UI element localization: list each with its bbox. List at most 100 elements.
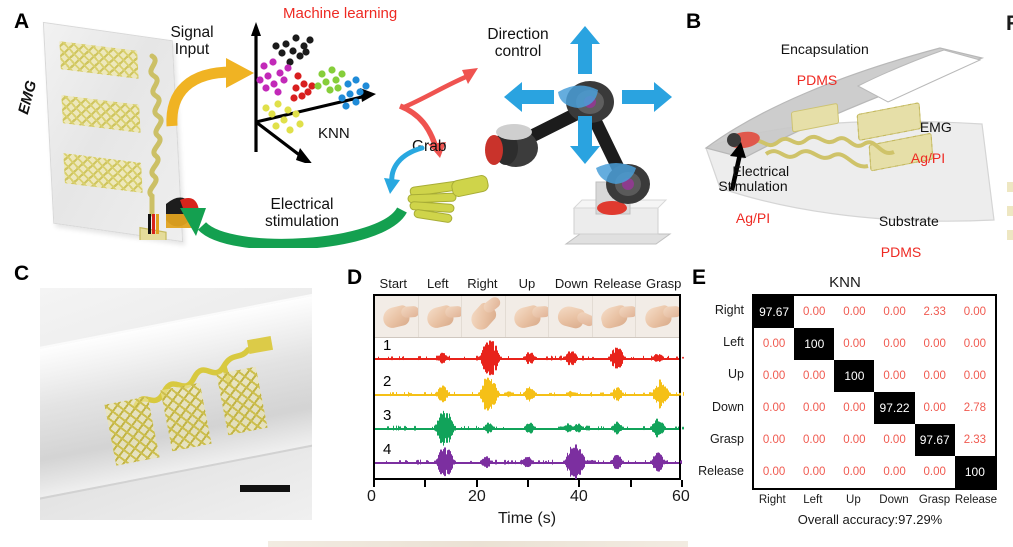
confusion-cell-2-0: 0.00 [754, 360, 794, 392]
emg-trace-channel-3: 3 [375, 410, 679, 446]
confusion-cell-2-1: 0.00 [794, 360, 834, 392]
emg-burst-0 [448, 393, 450, 396]
cluster-yellow [262, 100, 303, 133]
x-tick-40 [578, 480, 580, 487]
confusion-cell-3-5: 2.78 [955, 392, 995, 424]
hand-photo-up [506, 296, 550, 337]
confusion-cell-3-4: 0.00 [915, 392, 955, 424]
encapsulation-material: PDMS [749, 73, 885, 89]
col-label-grasp: Grasp [914, 494, 955, 512]
direction-arrows [500, 24, 680, 174]
col-label-down: Down [874, 494, 915, 512]
x-tick-label-20: 20 [468, 488, 486, 506]
confusion-matrix-row: 0.00 100 0.00 0.00 0.00 0.00 [754, 328, 995, 360]
emg-material-label: EMG Ag/PI [894, 104, 962, 198]
confusion-cell-3-0: 0.00 [754, 392, 794, 424]
emg-burst-4 [624, 357, 626, 360]
gesture-label-left: Left [416, 276, 461, 292]
stimulation-text: Electrical Stimulation [718, 163, 789, 195]
hand-photo-start [375, 296, 419, 337]
scale-bar [240, 485, 290, 492]
channel-number-2: 2 [383, 373, 391, 390]
emg-burst-0 [447, 357, 449, 360]
emg-burst-5 [663, 357, 665, 360]
hand-photo-grasp [636, 296, 679, 337]
emg-material: Ag/PI [894, 151, 962, 167]
confusion-cell-4-2: 0.00 [834, 424, 874, 456]
stimulation-material-label: Electrical Stimulation Ag/PI [698, 148, 808, 258]
gesture-label-down: Down [549, 276, 594, 292]
hand-photo-release [593, 296, 637, 337]
row-label-release: Release [698, 464, 744, 478]
cluster-magenta [256, 58, 291, 95]
confusion-cell-5-3: 0.00 [874, 456, 914, 488]
x-axis-title: Time (s) [373, 510, 681, 528]
confusion-matrix-row: 0.00 0.00 0.00 0.00 0.00 100 [754, 456, 995, 488]
emg-noise [683, 392, 684, 396]
confusion-cell-0-4: 2.33 [915, 296, 955, 328]
panel-a-letter: A [14, 10, 29, 34]
emg-burst-2 [513, 393, 515, 396]
confusion-cell-4-5: 2.33 [955, 424, 995, 456]
cluster-black [272, 34, 313, 65]
cluster-red [290, 72, 315, 101]
confusion-cell-5-2: 0.00 [834, 456, 874, 488]
panel-f-fragment-1 [1007, 182, 1013, 192]
confusion-cell-0-3: 0.00 [874, 296, 914, 328]
confusion-cell-0-5: 0.00 [955, 296, 995, 328]
emg-axis-label: EMG [16, 79, 41, 116]
gesture-label-up: Up [505, 276, 550, 292]
confusion-matrix-row: 97.67 0.00 0.00 0.00 2.33 0.00 [754, 296, 995, 328]
device-photograph [40, 288, 312, 520]
emg-noise [682, 357, 683, 359]
confusion-cell-5-4: 0.00 [915, 456, 955, 488]
col-label-left: Left [793, 494, 834, 512]
panel-b: B Encapsulation PDMS EMG Ag/PI Elec [676, 0, 1006, 258]
encapsulation-label: Encapsulation PDMS [749, 26, 885, 120]
confusion-cell-1-1: 100 [794, 328, 834, 360]
channel-number-3: 3 [383, 407, 391, 424]
emg-noise [682, 427, 683, 430]
emg-burst-5 [622, 461, 624, 464]
panel-c: C [0, 258, 345, 547]
row-label-right: Right [715, 303, 744, 317]
confusion-cell-0-0: 97.67 [754, 296, 794, 328]
emg-burst-4 [583, 427, 585, 430]
emg-burst-2 [532, 461, 534, 464]
confusion-matrix-col-labels: Right Left Up Down Grasp Release [752, 494, 997, 512]
confusion-cell-0-2: 0.00 [834, 296, 874, 328]
confusion-cell-4-4: 97.67 [915, 424, 955, 456]
gesture-label-right: Right [460, 276, 505, 292]
col-label-release: Release [955, 494, 997, 512]
x-tick-label-0: 0 [367, 488, 376, 506]
panel-c-letter: C [14, 262, 29, 286]
emg-trace-channel-1: 1 [375, 340, 679, 376]
panel-a: A EMG Signal Input Machine learning [0, 0, 676, 258]
emg-burst-5 [622, 427, 624, 430]
confusion-cell-3-1: 0.00 [794, 392, 834, 424]
confusion-cell-3-3: 97.22 [874, 392, 914, 424]
emg-burst-2 [534, 427, 536, 430]
x-tick-label-60: 60 [672, 488, 690, 506]
stimulation-material: Ag/PI [698, 211, 808, 227]
emg-burst-1 [493, 427, 495, 430]
x-axis-ticks [373, 480, 681, 488]
emg-burst-3 [535, 393, 537, 396]
confusion-cell-4-0: 0.00 [754, 424, 794, 456]
confusion-matrix-row: 0.00 0.00 0.00 97.22 0.00 2.78 [754, 392, 995, 424]
hand-photo-down [549, 296, 593, 337]
hand-photo-left [419, 296, 463, 337]
confusion-cell-5-5: 100 [955, 456, 995, 488]
panel-d-letter: D [347, 266, 362, 290]
electrical-stimulation-label: Electrical stimulation [240, 196, 364, 231]
x-axis-labels: 0 20 40 60 [355, 488, 699, 508]
confusion-cell-4-3: 0.00 [874, 424, 914, 456]
confusion-cell-2-5: 0.00 [955, 360, 995, 392]
channel-number-4: 4 [383, 441, 391, 458]
encapsulation-text: Encapsulation [781, 41, 869, 57]
confusion-matrix-table: 97.67 0.00 0.00 0.00 2.33 0.00 0.00 100 0.00 0.00… [754, 296, 995, 488]
emg-burst-6 [669, 393, 671, 396]
col-label-up: Up [833, 494, 874, 512]
gesture-label-start: Start [371, 276, 416, 292]
emg-burst-3 [577, 357, 579, 360]
